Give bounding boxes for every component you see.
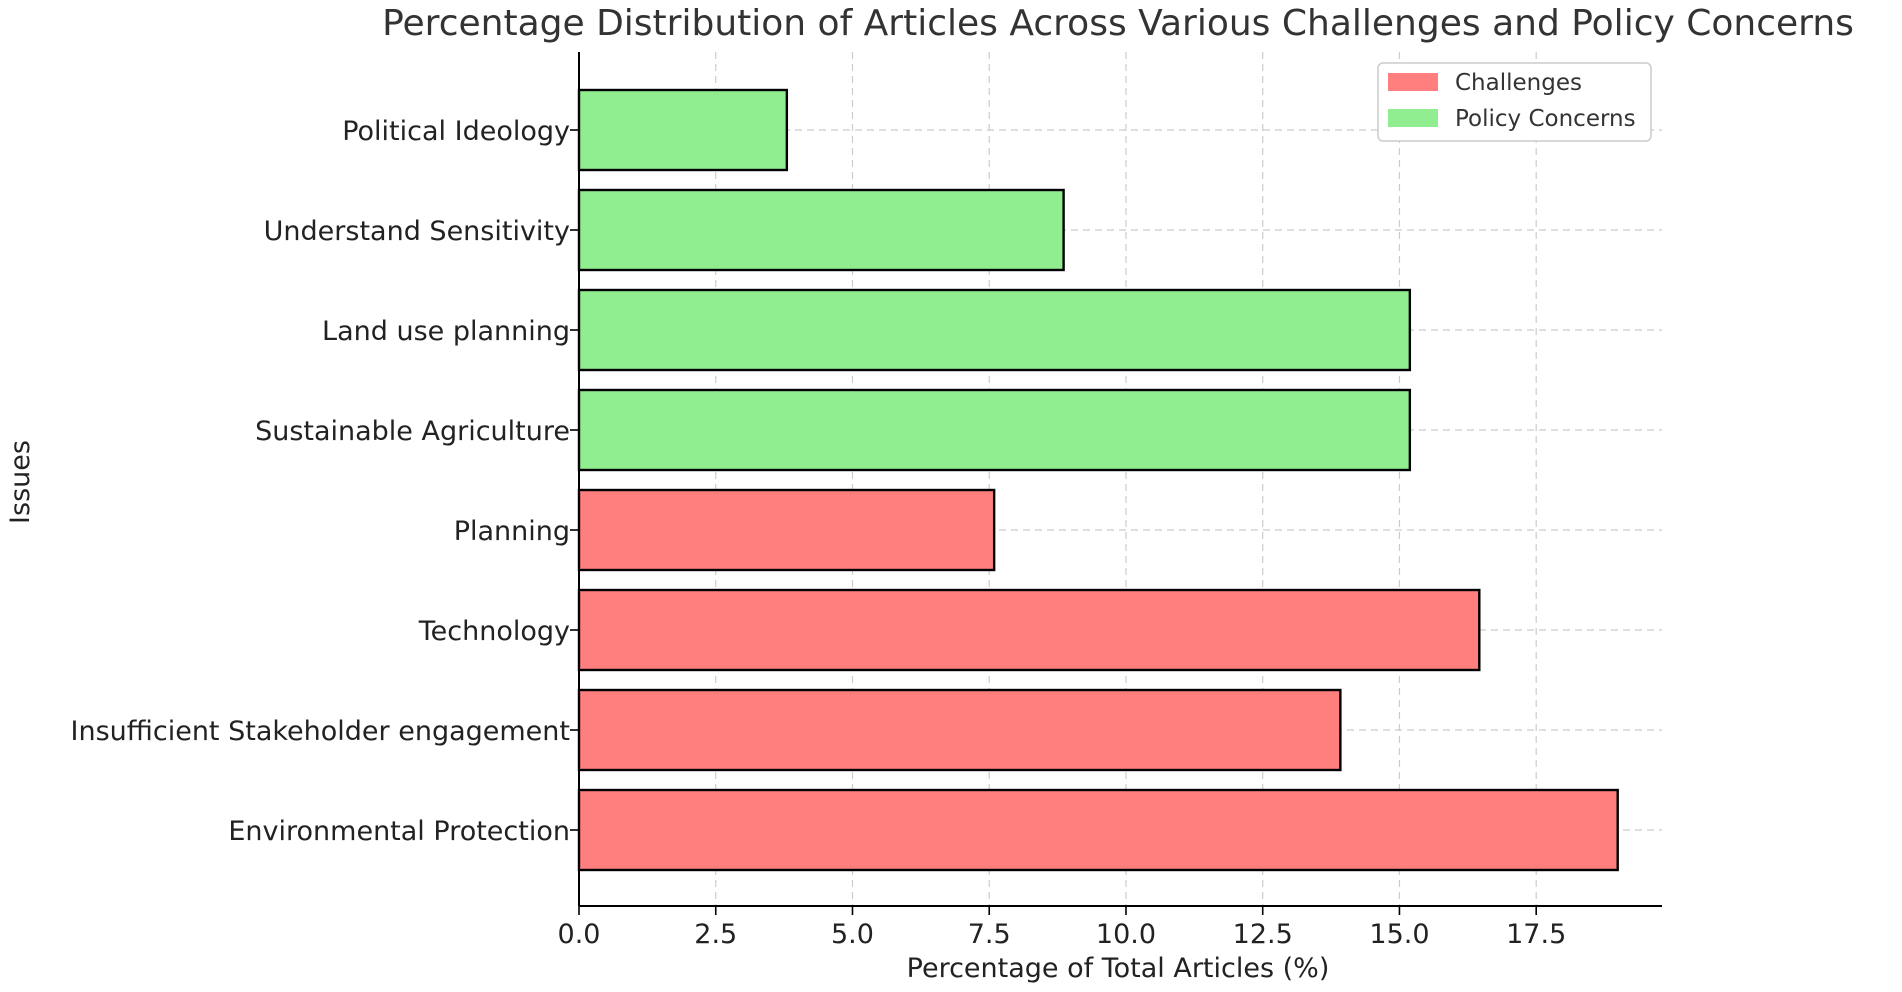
legend-box	[1377, 62, 1652, 142]
bar-political-ideology	[577, 88, 789, 172]
axes	[570, 52, 1662, 915]
bar-planning	[577, 488, 996, 572]
category-label: Sustainable Agriculture	[255, 416, 570, 447]
category-label: Insufficient Stakeholder engagement	[71, 716, 571, 747]
category-label: Technology	[418, 616, 570, 647]
bar-insufficient-stakeholder-engagement	[577, 688, 1342, 772]
x-tick-labels: 0.0 2.5 5.0 7.5 10.0 12.5 15.0 17.5	[558, 919, 1567, 950]
category-label: Planning	[454, 516, 570, 547]
legend-swatch	[1388, 73, 1438, 91]
x-tick-label: 15.0	[1369, 919, 1429, 950]
bar-understand-sensitivity	[577, 188, 1065, 272]
bar-technology	[577, 588, 1481, 672]
grid-lines	[578, 52, 1662, 906]
category-label: Land use planning	[322, 316, 570, 347]
category-labels: Political Ideology Understand Sensitivity…	[71, 116, 571, 847]
x-tick-label: 2.5	[694, 919, 737, 950]
x-tick-label: 7.5	[968, 919, 1011, 950]
x-tick-label: 17.5	[1506, 919, 1566, 950]
legend-label: Policy Concerns	[1455, 106, 1636, 132]
x-tick-label: 12.5	[1233, 919, 1293, 950]
bar-sustainable-agriculture	[577, 388, 1412, 472]
x-axis-label: Percentage of Total Articles (%)	[907, 953, 1330, 984]
x-tick-label: 5.0	[831, 919, 874, 950]
y-axis-label: Issues	[5, 440, 36, 524]
category-label: Environmental Protection	[228, 816, 570, 847]
legend-swatch	[1388, 109, 1438, 127]
bars	[577, 88, 1619, 872]
x-tick-label: 0.0	[558, 919, 601, 950]
x-tick-label: 10.0	[1096, 919, 1156, 950]
chart-title: Percentage Distribution of Articles Acro…	[382, 3, 1854, 44]
legend-label: Challenges	[1455, 70, 1582, 96]
category-label: Understand Sensitivity	[264, 216, 570, 247]
legend: Challenges Policy Concerns	[1377, 62, 1652, 142]
bar-land-use-planning	[577, 288, 1412, 372]
category-label: Political Ideology	[342, 116, 570, 147]
bar-environmental-protection	[577, 788, 1619, 872]
